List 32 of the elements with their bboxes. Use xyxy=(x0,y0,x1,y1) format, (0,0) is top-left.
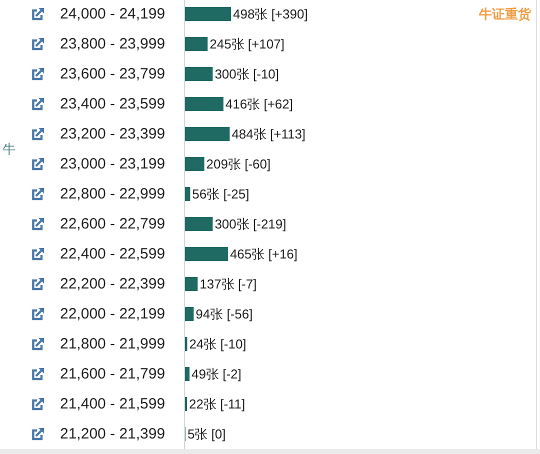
data-label: 300张 [-10] xyxy=(214,66,280,82)
y-axis-title: 牛 xyxy=(2,142,16,156)
y-tick-label: 22,400 - 22,599 xyxy=(60,246,166,262)
data-label: 5张 [0] xyxy=(187,426,226,442)
y-tick-label: 21,600 - 21,799 xyxy=(60,366,166,382)
data-label: 56张 [-25] xyxy=(192,186,250,202)
y-tick-label: 23,600 - 23,799 xyxy=(60,66,166,82)
y-tick-label: 23,200 - 23,399 xyxy=(60,126,166,142)
y-tick-label: 21,800 - 21,999 xyxy=(60,336,166,352)
y-tick-label: 21,400 - 21,599 xyxy=(60,396,166,412)
data-label: 300张 [-219] xyxy=(214,216,286,232)
y-tick-label: 22,200 - 22,399 xyxy=(60,276,166,292)
y-tick-label: 22,000 - 22,199 xyxy=(60,306,166,322)
data-label: 137张 [-7] xyxy=(200,276,257,292)
data-label: 465张 [+16] xyxy=(230,246,298,262)
y-tick-label: 23,000 - 23,199 xyxy=(60,156,166,172)
y-tick-label: 24,000 - 24,199 xyxy=(60,6,166,22)
y-tick-label: 21,200 - 21,399 xyxy=(60,426,166,442)
data-label: 22张 [-11] xyxy=(189,396,246,412)
data-label: 416张 [+62] xyxy=(225,96,294,112)
data-label: 49张 [-2] xyxy=(192,366,242,382)
y-tick-label: 23,800 - 23,999 xyxy=(60,36,166,52)
data-label: 245张 [+107] xyxy=(210,36,284,52)
y-tick-label: 22,600 - 22,799 xyxy=(60,216,166,232)
text: 牛证重货 xyxy=(478,6,532,22)
data-label: 94张 [-56] xyxy=(196,306,253,322)
data-label: 24张 [-10] xyxy=(189,336,246,352)
data-label: 498张 [+390] xyxy=(233,6,308,22)
y-tick-label: 23,400 - 23,599 xyxy=(60,96,166,112)
y-tick-label: 22,800 - 22,999 xyxy=(60,186,166,202)
data-label: 484张 [+113] xyxy=(232,126,306,142)
data-label: 209张 [-60] xyxy=(206,156,271,172)
